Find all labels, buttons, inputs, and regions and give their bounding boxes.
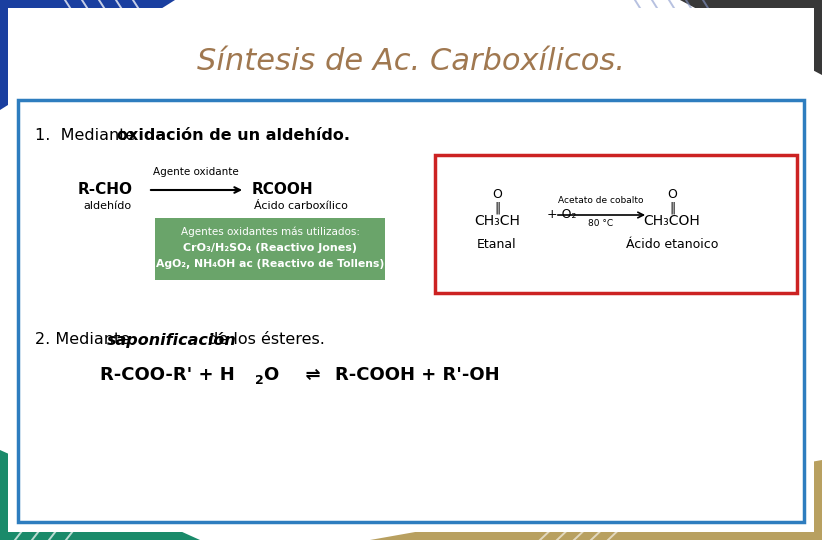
Text: Agentes oxidantes más utilizados:: Agentes oxidantes más utilizados:	[181, 227, 359, 237]
Text: 1.  Mediante: 1. Mediante	[35, 127, 141, 143]
Polygon shape	[0, 0, 175, 110]
Text: R-CHO: R-CHO	[78, 183, 133, 198]
Text: CrO₃/H₂SO₄ (Reactivo Jones): CrO₃/H₂SO₄ (Reactivo Jones)	[183, 243, 357, 253]
Text: ⇌: ⇌	[293, 366, 333, 384]
Polygon shape	[0, 450, 200, 540]
Text: O: O	[263, 366, 279, 384]
Text: CH₃CH: CH₃CH	[474, 214, 520, 228]
Text: oxidación de un aldehído.: oxidación de un aldehído.	[117, 127, 350, 143]
Text: O: O	[667, 188, 677, 201]
Text: Ácido etanoico: Ácido etanoico	[626, 239, 718, 252]
Text: Síntesis de Ac. Carboxílicos.: Síntesis de Ac. Carboxílicos.	[197, 48, 625, 77]
Text: ‖: ‖	[669, 201, 675, 214]
Polygon shape	[370, 460, 822, 540]
Text: Agente oxidante: Agente oxidante	[153, 167, 239, 177]
Polygon shape	[680, 0, 822, 75]
Text: RCOOH: RCOOH	[252, 183, 314, 198]
Text: O: O	[492, 188, 502, 201]
Text: saponificación: saponificación	[107, 332, 237, 348]
Text: Ácido carboxílico: Ácido carboxílico	[254, 201, 348, 211]
Text: 2. Mediante: 2. Mediante	[35, 333, 136, 348]
Bar	[435, 155, 797, 293]
Bar	[18, 100, 804, 522]
Text: AgO₂, NH₄OH ac (Reactivo de Tollens): AgO₂, NH₄OH ac (Reactivo de Tollens)	[156, 259, 384, 269]
Text: 80 °C: 80 °C	[589, 219, 613, 228]
Text: R-COOH + R'-OH: R-COOH + R'-OH	[335, 366, 500, 384]
Text: + O₂: + O₂	[547, 208, 576, 221]
Text: 2: 2	[255, 374, 264, 387]
Text: Acetato de cobalto: Acetato de cobalto	[558, 196, 644, 205]
Text: aldehído: aldehído	[83, 201, 132, 211]
Text: de los ésteres.: de los ésteres.	[203, 333, 325, 348]
Bar	[155, 218, 385, 280]
Text: R-COO-R' + H: R-COO-R' + H	[100, 366, 235, 384]
Text: Etanal: Etanal	[478, 239, 517, 252]
Text: ‖: ‖	[494, 201, 500, 214]
Text: CH₃COH: CH₃COH	[644, 214, 700, 228]
